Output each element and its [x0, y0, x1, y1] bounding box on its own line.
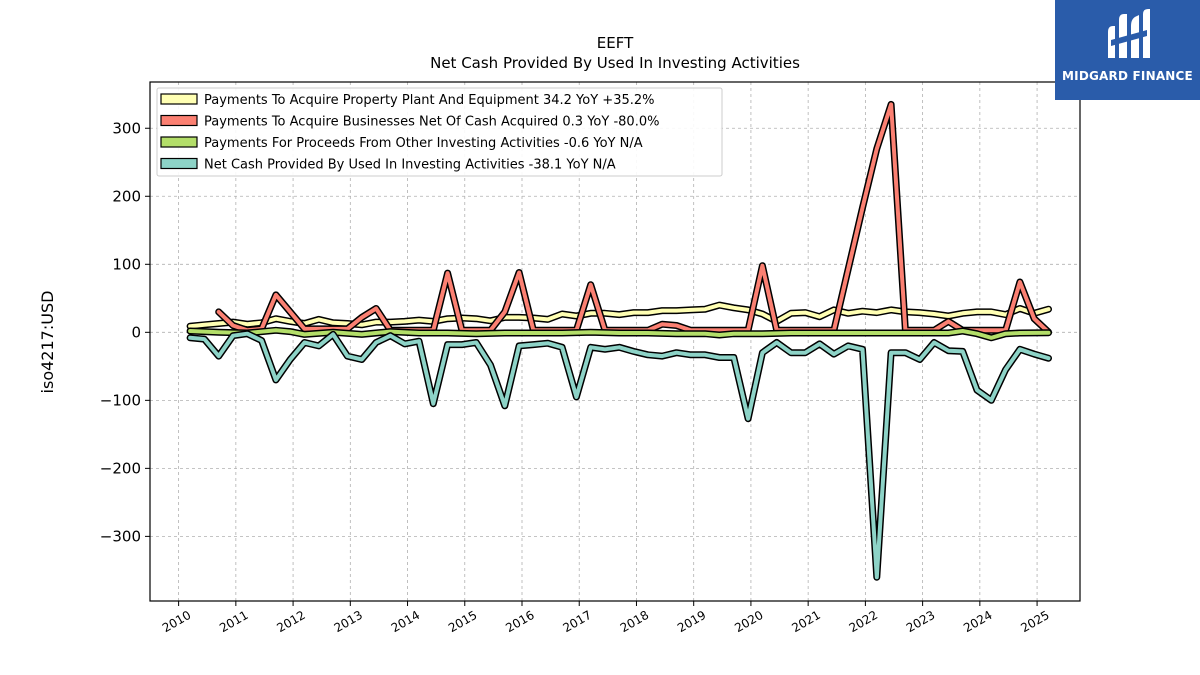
brand-name: MIDGARD FINANCE [1062, 69, 1193, 83]
x-tick-label: 2022 [847, 608, 880, 635]
x-tick-label: 2020 [732, 608, 765, 635]
x-tick-label: 2021 [789, 608, 822, 635]
y-tick-label: 0 [131, 323, 141, 341]
x-tick-label: 2011 [217, 608, 250, 635]
x-tick-label: 2019 [675, 608, 708, 635]
series-line-2 [188, 328, 1051, 340]
y-tick-label: 300 [112, 119, 141, 137]
y-tick-label: −100 [100, 391, 141, 409]
x-tick-label: 2025 [1018, 608, 1051, 635]
x-tick-label: 2015 [446, 608, 479, 635]
legend-label: Payments To Acquire Property Plant And E… [204, 93, 655, 108]
chart-title: EEFT [597, 34, 634, 52]
x-tick-label: 2012 [274, 608, 307, 635]
y-tick-label: 200 [112, 187, 141, 205]
y-tick-label: −200 [100, 459, 141, 477]
x-tick-label: 2024 [961, 608, 994, 635]
x-tick-label: 2013 [332, 608, 365, 635]
series-outline-3 [186, 330, 1052, 581]
y-axis-label: iso4217:USD [38, 291, 57, 394]
legend-label: Net Cash Provided By Used In Investing A… [204, 158, 616, 173]
x-tick-label: 2017 [561, 608, 594, 635]
x-tick-label: 2023 [904, 608, 937, 635]
x-tick-label: 2016 [503, 608, 536, 635]
y-tick-label: −300 [100, 527, 141, 545]
x-tick-label: 2018 [618, 608, 651, 635]
legend-label: Payments For Proceeds From Other Investi… [204, 136, 643, 151]
legend-swatch [160, 136, 198, 148]
brand-mark-icon [1108, 9, 1150, 58]
legend-swatch [160, 93, 198, 105]
x-tick-label: 2014 [389, 608, 422, 635]
legend: Payments To Acquire Property Plant And E… [156, 87, 723, 177]
legend-swatch [160, 157, 198, 170]
x-tick-label: 2010 [160, 608, 193, 635]
series-line-3 [188, 331, 1051, 580]
chart-subtitle: Net Cash Provided By Used In Investing A… [430, 54, 800, 72]
brand-logo: MIDGARD FINANCE [1055, 0, 1200, 100]
legend-swatch [160, 114, 198, 127]
legend-box [156, 87, 723, 177]
y-tick-label: 100 [112, 255, 141, 273]
plot-frame [149, 81, 1081, 602]
legend-label: Payments To Acquire Businesses Net Of Ca… [204, 115, 659, 130]
series-lines [186, 100, 1052, 581]
